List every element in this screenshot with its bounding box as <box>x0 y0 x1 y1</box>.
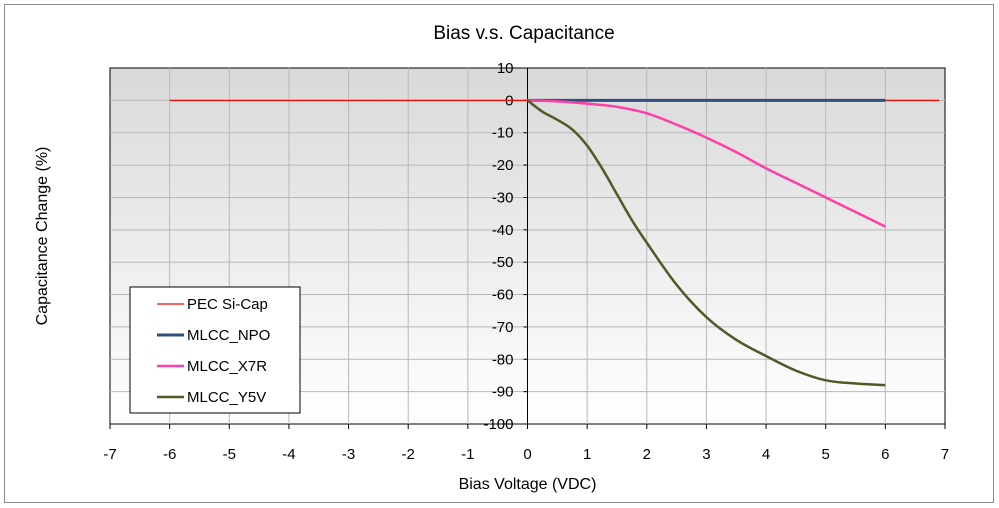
series-line-mlcc-y5v <box>526 99 886 387</box>
x-tick-label: 2 <box>643 446 651 463</box>
x-tick-label: -5 <box>223 446 236 463</box>
y-tick-label: -80 <box>492 351 514 368</box>
x-tick-label: 4 <box>762 446 770 463</box>
legend-label: MLCC_NPO <box>187 327 270 344</box>
y-axis-title: Capacitance Change (%) <box>34 147 51 326</box>
legend-label: PEC Si-Cap <box>187 296 268 313</box>
x-tick-label: -4 <box>282 446 295 463</box>
series-line-mlcc-x7r <box>527 99 886 228</box>
x-tick-label: 0 <box>523 446 531 463</box>
x-tick-label: 7 <box>941 446 949 463</box>
y-tick-label: -70 <box>492 319 514 336</box>
legend: PEC Si-Cap MLCC_NPO MLCC_X7R MLCC_Y5V <box>129 286 301 414</box>
x-tick-label: -1 <box>461 446 474 463</box>
x-tick-label: 3 <box>702 446 710 463</box>
chart-svg: Bias v.s. Capacitance Bias Voltage (VDC)… <box>34 23 949 493</box>
y-tick-label: -60 <box>492 287 514 304</box>
x-tick-label: 5 <box>822 446 830 463</box>
legend-label: MLCC_Y5V <box>187 389 266 406</box>
legend-box <box>129 286 301 414</box>
series-layer <box>169 98 940 387</box>
legend-label: MLCC_X7R <box>187 358 267 375</box>
x-tick-label: -7 <box>103 446 116 463</box>
y-tick-label: -50 <box>492 254 514 271</box>
y-tick-label: -90 <box>492 384 514 401</box>
x-tick-label: 1 <box>583 446 591 463</box>
x-tick-label: 6 <box>881 446 889 463</box>
x-tick-label: -3 <box>342 446 355 463</box>
y-tick-label: -40 <box>492 222 514 239</box>
y-tick-label: -20 <box>492 157 514 174</box>
x-axis-title: Bias Voltage (VDC) <box>459 476 597 493</box>
y-tick-label: 10 <box>497 60 514 77</box>
y-tick-label: -10 <box>492 125 514 142</box>
x-tick-label: -6 <box>163 446 176 463</box>
chart-frame: Bias v.s. Capacitance Bias Voltage (VDC)… <box>4 4 994 503</box>
axes: 10 0 -10 -20 -30 -40 -50 -60 -70 -80 -90 -100 -7 -6 -5… <box>103 60 949 463</box>
y-tick-label: -100 <box>483 416 513 433</box>
chart-title: Bias v.s. Capacitance <box>433 23 614 44</box>
x-tick-label: -2 <box>402 446 415 463</box>
y-tick-label: -30 <box>492 189 514 206</box>
